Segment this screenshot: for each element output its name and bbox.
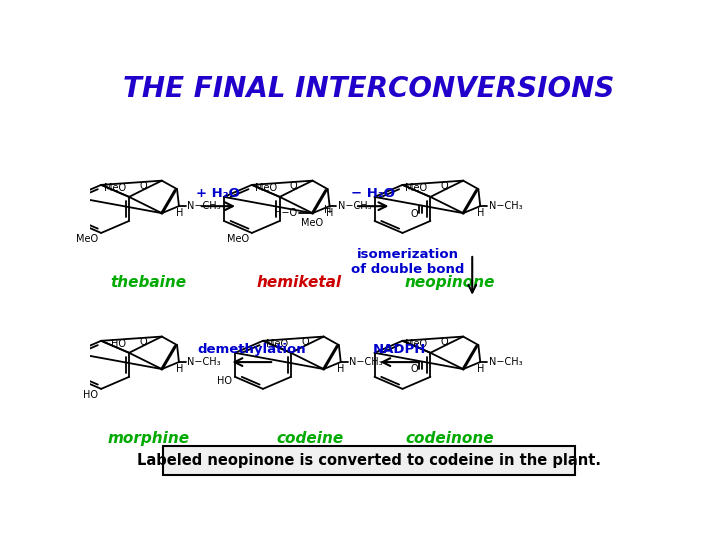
Text: N−CH₃: N−CH₃ [187, 201, 221, 211]
Text: O: O [441, 181, 449, 191]
Text: demethylation: demethylation [197, 343, 306, 356]
Text: N−CH₃: N−CH₃ [489, 201, 523, 211]
Text: H: H [176, 208, 183, 218]
Text: MeO: MeO [405, 184, 428, 193]
Text: morphine: morphine [107, 431, 189, 445]
Text: N−CH₃: N−CH₃ [349, 357, 383, 367]
Text: MeO: MeO [104, 184, 126, 193]
Text: N−CH₃: N−CH₃ [187, 357, 221, 367]
Text: H: H [176, 364, 183, 374]
Text: − H₂O: − H₂O [351, 187, 395, 200]
Text: MeO: MeO [405, 339, 428, 349]
Text: HO: HO [217, 376, 233, 386]
Text: + H₂O: + H₂O [197, 187, 240, 200]
Text: H: H [324, 205, 331, 215]
Text: N−CH₃: N−CH₃ [489, 357, 523, 367]
Text: O: O [290, 181, 297, 191]
Text: H: H [326, 208, 333, 218]
Text: O: O [410, 208, 418, 219]
Text: MeO: MeO [227, 234, 249, 244]
Text: MeO: MeO [255, 184, 277, 193]
Text: MeO: MeO [76, 234, 99, 244]
Text: thebaine: thebaine [111, 275, 186, 290]
Text: H−O: H−O [274, 208, 297, 218]
Text: O: O [301, 338, 309, 347]
Text: NADPH: NADPH [373, 343, 426, 356]
Text: codeinone: codeinone [405, 431, 494, 445]
Text: N−CH₃: N−CH₃ [338, 201, 372, 211]
Text: O: O [441, 338, 449, 347]
Text: codeine: codeine [276, 431, 344, 445]
Text: isomerization
of double bond: isomerization of double bond [351, 248, 464, 275]
Text: H: H [477, 364, 485, 374]
Text: hemiketal: hemiketal [257, 275, 342, 290]
Text: O: O [139, 338, 147, 347]
Text: THE FINAL INTERCONVERSIONS: THE FINAL INTERCONVERSIONS [123, 75, 615, 103]
Text: O: O [410, 364, 418, 374]
Text: H: H [338, 364, 345, 374]
Text: H: H [477, 208, 485, 218]
Text: Labeled neopinone is converted to codeine in the plant.: Labeled neopinone is converted to codein… [137, 453, 601, 468]
Text: HO: HO [112, 339, 126, 349]
Text: O: O [139, 181, 147, 191]
Text: HO: HO [84, 389, 99, 400]
Text: MeO: MeO [266, 339, 288, 349]
Text: neopinone: neopinone [405, 275, 495, 290]
Text: MeO: MeO [302, 218, 323, 228]
FancyBboxPatch shape [163, 446, 575, 475]
